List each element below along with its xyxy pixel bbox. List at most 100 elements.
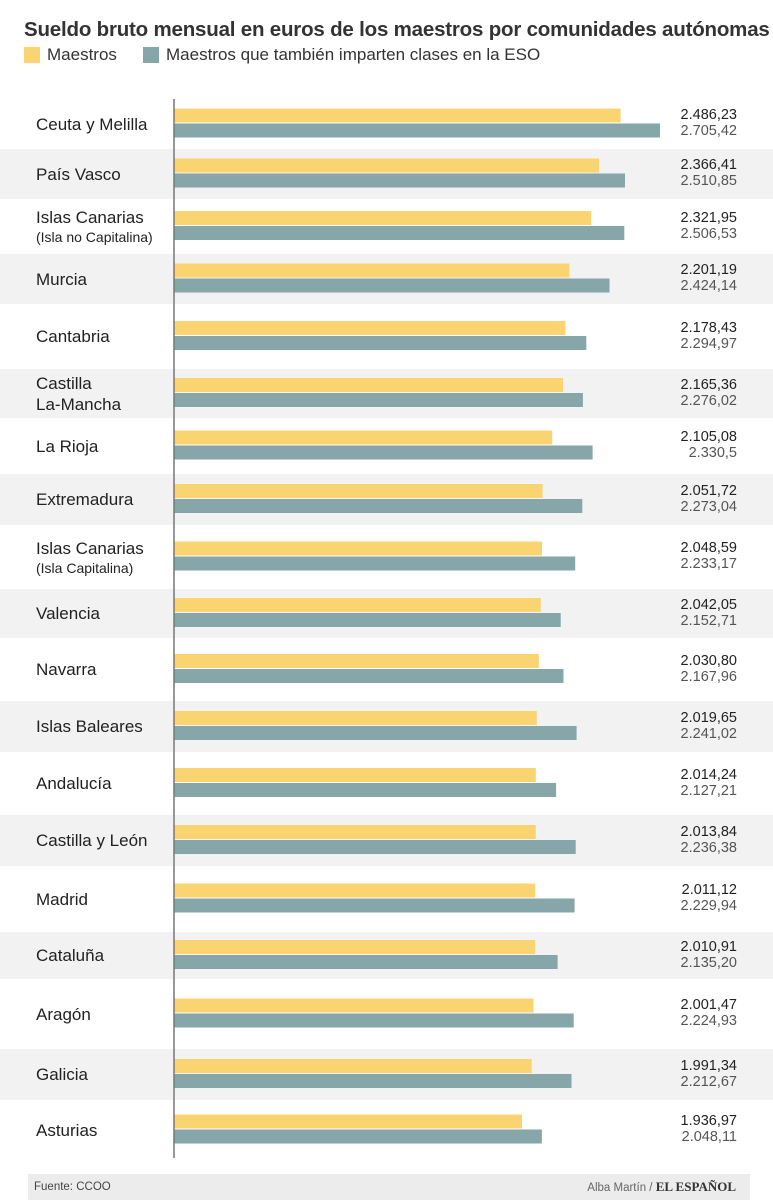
bar-eso — [174, 955, 558, 969]
category-name: Murcia — [36, 269, 88, 289]
bar-eso — [174, 1013, 574, 1028]
value-label-maestros: 2.366,41 — [680, 157, 737, 173]
value-label-maestros: 2.201,19 — [680, 262, 737, 278]
credit: Alba Martín / EL ESPAÑOL — [587, 1179, 736, 1195]
bar-eso — [174, 499, 583, 513]
value-label-eso: 2.135,20 — [680, 954, 737, 971]
category-label: Cataluña — [36, 945, 104, 966]
value-label-eso: 2.224,93 — [680, 1013, 737, 1029]
category-name: País Vasco — [36, 164, 121, 184]
category-label: Islas Canarias (Isla no Capitalina) — [36, 207, 153, 246]
category-label: Valencia — [36, 603, 100, 624]
bar-maestros — [174, 158, 600, 173]
category-label: La Rioja — [36, 436, 98, 457]
value-label-eso: 2.236,38 — [680, 839, 737, 856]
value-label-eso: 2.048,11 — [681, 1129, 737, 1145]
bar-eso — [174, 278, 610, 293]
value-label-maestros: 2.011,12 — [681, 882, 737, 898]
category-label: Navarra — [36, 659, 96, 680]
value-label-maestros: 2.001,47 — [680, 997, 737, 1013]
category-name: Cataluña — [36, 946, 105, 965]
value-label-eso: 2.127,21 — [680, 782, 737, 799]
category-name: Galicia — [36, 1065, 88, 1084]
source: Fuente: CCOO — [34, 1181, 111, 1193]
value-label-maestros: 2.042,05 — [680, 596, 737, 613]
bar-eso — [174, 226, 625, 240]
category-name: Andalucía — [36, 774, 112, 793]
value-label-maestros: 2.048,59 — [680, 540, 737, 556]
category-name: Aragón — [36, 1004, 91, 1024]
value-label-maestros: 2.321,95 — [680, 209, 737, 226]
category-label: Cantabria — [36, 326, 110, 347]
category-label: Extremadura — [36, 489, 133, 510]
value-label-eso: 2.229,94 — [680, 898, 737, 914]
bar-eso — [174, 1074, 572, 1088]
category-subname: (Isla Capitalina) — [36, 559, 134, 576]
category-label: Ceuta y Melilla — [36, 114, 148, 135]
category-name: Castilla y León — [36, 831, 148, 850]
value-label-eso: 2.273,04 — [680, 498, 737, 515]
value-label-eso: 2.233,17 — [680, 556, 737, 572]
value-label-eso: 2.241,02 — [680, 725, 737, 742]
category-label: Asturias — [36, 1120, 97, 1141]
chart-title: Sueldo bruto mensual en euros de los mae… — [24, 18, 770, 41]
bar-maestros — [174, 321, 566, 335]
bar-maestros — [174, 263, 570, 278]
bar-maestros — [174, 484, 543, 498]
category-name: Islas Baleares — [36, 717, 143, 736]
bar-eso — [174, 726, 577, 740]
category-name: Castilla — [36, 373, 92, 393]
footer: Fuente: CCOO Alba Martín / EL ESPAÑOL — [28, 1174, 750, 1200]
value-label-maestros: 2.105,08 — [680, 429, 737, 445]
bar-maestros — [174, 883, 536, 898]
value-label-eso: 2.424,14 — [680, 278, 737, 294]
value-label-maestros: 2.013,84 — [680, 823, 737, 840]
source-name: CCOO — [76, 1181, 111, 1193]
bar-maestros — [174, 541, 542, 556]
value-label-maestros: 2.178,43 — [680, 319, 737, 336]
category-name: Islas Canarias — [36, 538, 144, 558]
value-label-eso: 2.212,67 — [680, 1073, 737, 1090]
category-label: Islas Canarias (Isla Capitalina) — [36, 538, 144, 577]
legend-swatch-eso — [143, 47, 159, 63]
bar-maestros — [174, 940, 536, 954]
category-label: País Vasco — [36, 164, 121, 185]
value-label-eso: 2.294,97 — [680, 335, 737, 352]
bar-maestros — [174, 1114, 522, 1129]
category-subname: La-Mancha — [36, 394, 122, 414]
bar-maestros — [174, 430, 553, 445]
value-label-eso: 2.276,02 — [680, 392, 737, 409]
category-label: Aragón — [36, 1004, 91, 1025]
bar-maestros — [174, 108, 621, 123]
category-label: Castilla La-Mancha — [36, 373, 121, 415]
bar-maestros — [174, 825, 536, 839]
category-label: Castilla y León — [36, 830, 148, 851]
bar-maestros — [174, 768, 536, 782]
value-label-maestros: 2.030,80 — [680, 652, 737, 669]
bar-maestros — [174, 211, 592, 225]
bar-maestros — [174, 598, 541, 612]
category-label: Galicia — [36, 1064, 88, 1085]
category-subname: (Isla no Capitalina) — [36, 229, 153, 245]
bar-maestros — [174, 998, 534, 1013]
category-name: La Rioja — [36, 436, 99, 456]
bar-maestros — [174, 711, 537, 725]
value-label-maestros: 1.936,97 — [680, 1113, 737, 1129]
bar-eso — [174, 393, 583, 407]
source-label: Fuente: — [34, 1181, 73, 1193]
bar-maestros — [174, 378, 563, 392]
bar-eso — [174, 669, 564, 683]
category-label: Andalucía — [36, 773, 112, 794]
category-name: Navarra — [36, 660, 97, 679]
value-label-maestros: 2.014,24 — [680, 766, 737, 783]
value-label-eso: 2.167,96 — [680, 668, 737, 685]
category-label: Murcia — [36, 269, 87, 290]
value-label-maestros: 1.991,34 — [680, 1057, 737, 1074]
bar-eso — [174, 613, 561, 627]
value-label-maestros: 2.486,23 — [680, 107, 737, 123]
bar-maestros — [174, 654, 539, 668]
value-label-eso: 2.705,42 — [680, 123, 737, 139]
legend-label-maestros: Maestros — [47, 45, 117, 64]
value-label-maestros: 2.051,72 — [680, 482, 737, 499]
